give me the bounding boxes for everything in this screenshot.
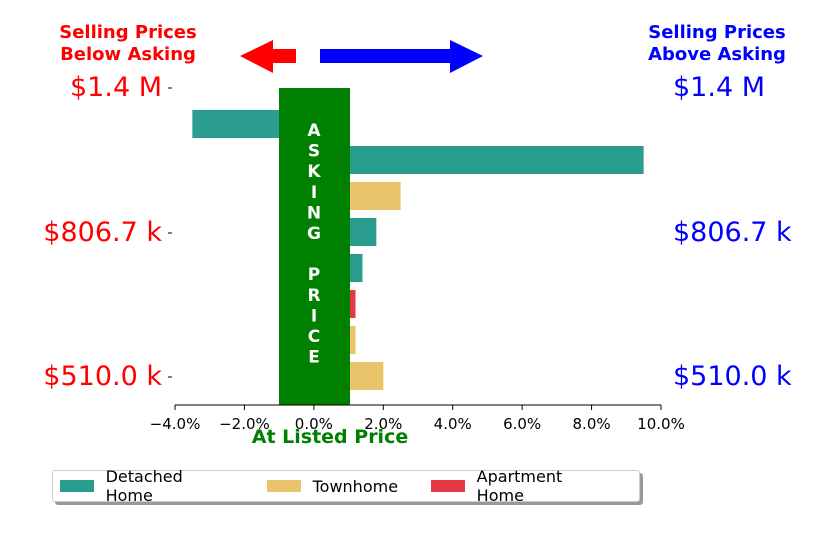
asking-price-letter: R: [307, 286, 320, 306]
legend-swatch-townhome: [266, 480, 301, 492]
legend: Detached Home Townhome Apartment Home: [52, 467, 640, 505]
asking-price-letter: A: [307, 121, 321, 141]
legend-label-townhome: Townhome: [312, 476, 399, 496]
at-listed-price-label: At Listed Price: [251, 426, 409, 448]
price-left-top: $1.4 M: [70, 72, 162, 103]
x-tick-label: 2.0%: [364, 415, 402, 433]
legend-swatch-detached: [60, 480, 94, 492]
below-asking-heading: Selling Prices Below Asking: [30, 22, 226, 66]
price-right-mid: $806.7 k: [673, 217, 792, 248]
x-tick-label: 8.0%: [573, 415, 611, 433]
asking-price-letter: P: [308, 265, 320, 285]
price-left-bottom: $510.0 k: [43, 361, 162, 392]
below-asking-line1: Selling Prices: [59, 22, 197, 43]
asking-price-letter: G: [307, 224, 321, 244]
price-ticks: [168, 87, 172, 378]
legend-label-detached: Detached Home: [105, 467, 183, 505]
x-axis-ticks: −4.0% −2.0% 0.0% 2.0% 4.0% 6.0% 8.0% 10.0%: [150, 405, 685, 433]
above-asking-heading: Selling Prices Above Asking: [622, 22, 812, 66]
price-left-mid: $806.7 k: [43, 217, 162, 248]
asking-price-band: [279, 88, 350, 405]
legend-label-apartment: Apartment Home: [476, 467, 563, 505]
above-asking-line1: Selling Prices: [648, 22, 786, 43]
asking-price-letter: K: [307, 162, 321, 182]
asking-price-letter: E: [308, 348, 320, 368]
legend-item-detached: Detached Home: [60, 467, 234, 505]
asking-price-letter: I: [311, 183, 317, 203]
x-tick-label: −4.0%: [150, 415, 201, 433]
legend-item-apartment: Apartment Home: [431, 467, 613, 505]
left-arrow-icon: [240, 40, 296, 73]
x-tick-label: 4.0%: [434, 415, 472, 433]
asking-price-letter: C: [308, 327, 320, 347]
bars-layer: [192, 110, 644, 390]
above-asking-line2: Above Asking: [648, 44, 786, 65]
price-right-top: $1.4 M: [673, 72, 765, 103]
x-tick-label: 0.0%: [295, 415, 333, 433]
asking-price-letter: N: [307, 203, 321, 223]
x-tick-label: 6.0%: [503, 415, 541, 433]
asking-price-letter: I: [311, 306, 317, 326]
right-arrow-icon: [320, 40, 483, 73]
x-tick-label: −2.0%: [219, 415, 270, 433]
asking-price-letter: S: [308, 142, 320, 162]
below-asking-line2: Below Asking: [60, 44, 196, 65]
legend-item-townhome: Townhome: [266, 476, 399, 496]
x-tick-label: 10.0%: [637, 415, 685, 433]
price-right-bottom: $510.0 k: [673, 361, 792, 392]
legend-swatch-apartment: [431, 480, 465, 492]
bar-detached-home: [313, 146, 644, 174]
